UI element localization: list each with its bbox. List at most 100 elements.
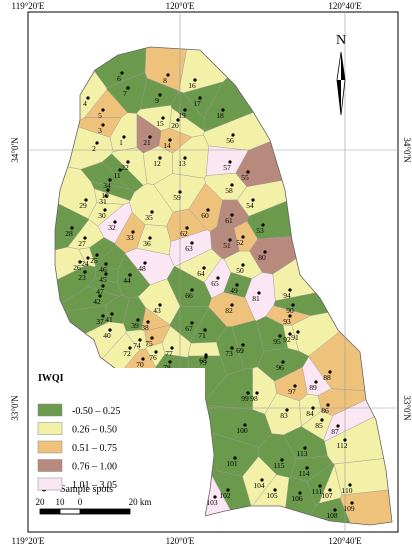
sample-point <box>203 328 207 332</box>
cell <box>208 292 256 327</box>
sample-point <box>216 276 220 280</box>
sample-point <box>120 71 124 75</box>
sample-label: 1 <box>119 138 123 147</box>
sample-label: 57 <box>223 163 231 172</box>
sample-label: 95 <box>273 337 281 346</box>
sample-label: 44 <box>123 276 131 285</box>
sample-label: 83 <box>280 411 288 420</box>
cell <box>258 433 297 478</box>
sample-label: 4 <box>83 99 87 108</box>
sample-point <box>176 118 180 122</box>
latitude-label-left: 34°0'N <box>10 137 20 163</box>
sample-point <box>95 141 99 145</box>
sample-point <box>104 194 108 198</box>
sample-label: 22 <box>121 163 129 172</box>
sample-point <box>231 133 235 137</box>
sample-point <box>126 160 130 164</box>
sample-point <box>148 135 152 139</box>
latitude-label-left: 33°0'N <box>10 395 20 421</box>
sample-point <box>106 188 110 192</box>
sample-point <box>251 198 255 202</box>
sample-point <box>228 238 232 242</box>
longitude-label-top: 120°40'E <box>328 1 362 11</box>
sample-label: 79 <box>199 358 207 367</box>
scale-bar <box>39 508 131 515</box>
sample-label: 59 <box>173 193 181 202</box>
sample-point <box>318 484 322 488</box>
latitude-label-right: 33°0'N <box>402 395 412 421</box>
sample-label: 48 <box>138 264 146 273</box>
sample-point <box>263 250 267 254</box>
sample-label: 89 <box>309 383 317 392</box>
scale-label: 20 <box>36 497 46 507</box>
sample-point <box>101 123 105 127</box>
sample-point <box>141 357 145 361</box>
sample-point <box>190 241 194 245</box>
sample-label: 114 <box>299 469 310 478</box>
sample-label: 23 <box>78 273 86 282</box>
sample-label: 85 <box>315 421 323 430</box>
sample-point <box>320 418 324 422</box>
sample-point <box>108 178 112 182</box>
sample-label: 17 <box>193 99 201 108</box>
sample-label: 77 <box>165 349 173 358</box>
legend-label: 1.01 – 3.05 <box>72 480 117 491</box>
sample-point <box>260 478 264 482</box>
sample-label: 39 <box>131 321 139 330</box>
sample-label: 81 <box>252 294 260 303</box>
legend-swatch <box>37 403 63 417</box>
sample-point <box>246 391 250 395</box>
sample-label: 25 <box>90 256 98 265</box>
sample-point <box>288 332 292 336</box>
sample-points: 1234567891011121314151617181920212223242… <box>65 71 355 520</box>
sample-label: 115 <box>274 461 285 470</box>
sample-point <box>98 294 102 298</box>
sample-label: 40 <box>103 331 111 340</box>
sample-label: 12 <box>153 159 161 168</box>
sample-point <box>183 156 187 160</box>
sample-point <box>293 384 297 388</box>
cell <box>187 341 221 357</box>
sample-point <box>148 236 152 240</box>
sample-label: 3 <box>98 126 102 135</box>
sample-label: 13 <box>178 159 186 168</box>
sample-point <box>113 220 117 224</box>
sample-point <box>213 495 217 499</box>
study-area-outline <box>54 46 393 526</box>
sample-point <box>233 456 237 460</box>
legend-sample: Sample spots <box>60 484 113 495</box>
sample-point <box>278 334 282 338</box>
sample-label: 53 <box>256 226 264 235</box>
sample-point <box>86 256 90 260</box>
sample-label: 93 <box>283 317 291 326</box>
sample-label: 96 <box>276 363 284 372</box>
sample-point <box>230 303 234 307</box>
cell <box>80 161 130 190</box>
sample-label: 18 <box>216 111 224 120</box>
sample-point <box>241 235 245 239</box>
sample-point <box>190 321 194 325</box>
sample-point <box>350 501 354 505</box>
sample-point <box>166 73 170 77</box>
sample-point <box>226 488 230 492</box>
sample-label: 8 <box>163 76 167 85</box>
sample-label: 97 <box>288 387 296 396</box>
sample-point <box>110 312 114 316</box>
longitude-label-top: 120°0'E <box>166 1 195 11</box>
sample-point <box>128 346 132 350</box>
sample-label: 67 <box>185 324 193 333</box>
sample-point <box>241 343 245 347</box>
sample-point <box>126 86 130 90</box>
sample-label: 5 <box>98 111 102 120</box>
sample-point <box>150 210 154 214</box>
sample-point <box>84 198 88 202</box>
sample-label: 47 <box>96 287 104 296</box>
sample-point <box>288 288 292 292</box>
sample-label: 38 <box>141 323 149 332</box>
sample-label: 60 <box>201 211 209 220</box>
sample-point <box>168 138 172 142</box>
sample-point <box>202 266 206 270</box>
sample-point <box>348 483 352 487</box>
sample-point <box>288 314 292 318</box>
